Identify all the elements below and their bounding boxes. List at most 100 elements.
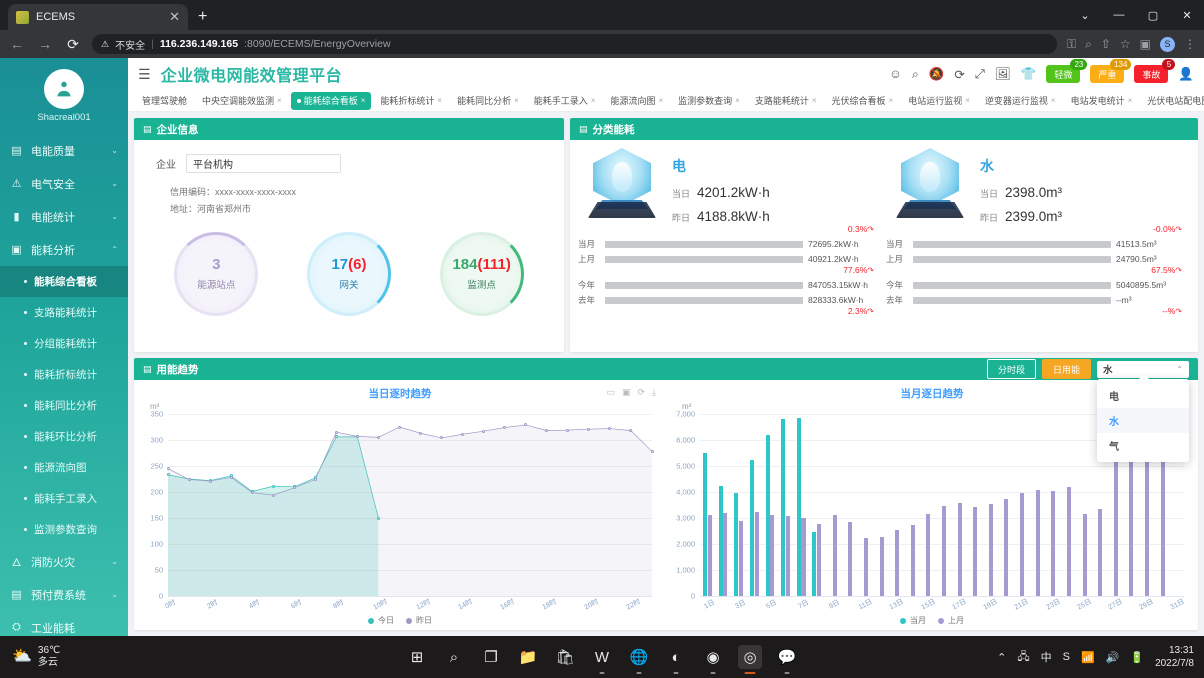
search-icon[interactable]: ⌕ bbox=[911, 66, 919, 81]
dropdown-option-0[interactable]: 电 bbox=[1109, 392, 1119, 403]
chart-tool-0[interactable]: ▭ bbox=[606, 387, 615, 397]
alarm-badge-0[interactable]: 轻微 23 bbox=[1046, 59, 1088, 83]
sidebar-subitem-4[interactable]: 能耗同比分析 bbox=[0, 390, 128, 421]
close-icon[interactable]: × bbox=[1127, 96, 1133, 105]
close-icon[interactable]: × bbox=[965, 96, 970, 105]
stat-circle-1[interactable]: 17(6) 网关 bbox=[306, 232, 391, 317]
chrome-icon[interactable]: ◎ bbox=[738, 645, 762, 669]
nav-tab-13[interactable]: 光伏电站配电图 × bbox=[1141, 92, 1204, 110]
shirt-icon[interactable]: 👕 bbox=[1020, 66, 1037, 81]
wifi-icon[interactable]: 📶 bbox=[1080, 651, 1095, 664]
hardware-icon[interactable]: 🖧 bbox=[1017, 650, 1030, 663]
close-icon[interactable]: × bbox=[360, 96, 366, 105]
forward-icon[interactable]: → bbox=[38, 36, 52, 52]
close-icon[interactable]: × bbox=[1050, 96, 1056, 105]
sidebar-subitem-7[interactable]: 能耗手工录入 bbox=[0, 483, 128, 514]
browser-tab[interactable]: ECEMS ✕ bbox=[8, 4, 188, 30]
hamburger-icon[interactable]: ☰ bbox=[138, 65, 151, 82]
browser-menu-icon[interactable]: ⋮ bbox=[1184, 37, 1196, 51]
legend-item-0[interactable]: 当月 bbox=[900, 615, 926, 626]
nav-tab-0[interactable]: 管理驾驶舱 bbox=[136, 92, 193, 110]
sidebar-item-top-0[interactable]: ▤ 电能质量 ⌄ bbox=[0, 134, 128, 167]
search-icon[interactable]: ⌕ bbox=[449, 648, 459, 666]
nav-tab-10[interactable]: 电站运行监视 × bbox=[902, 92, 976, 110]
star-icon[interactable]: ☆ bbox=[1119, 37, 1131, 51]
nav-tab-5[interactable]: 能耗手工录入 × bbox=[528, 92, 602, 110]
nav-tab-1[interactable]: 中央空调能效监测 × bbox=[196, 92, 288, 110]
sidebar-subitem-0[interactable]: 能耗综合看板 bbox=[0, 266, 128, 297]
mute-bell-icon[interactable]: 🔕 bbox=[928, 66, 945, 81]
nav-tab-8[interactable]: 支路能耗统计 × bbox=[749, 92, 823, 110]
energy-type-dropdown[interactable]: 电水气 bbox=[1097, 374, 1189, 462]
close-icon[interactable]: × bbox=[735, 96, 740, 105]
enterprise-input[interactable] bbox=[186, 154, 341, 173]
close-icon[interactable]: × bbox=[277, 96, 282, 105]
sidebar-item-top-3[interactable]: ▣ 能耗分析 ⌃ bbox=[0, 233, 128, 266]
battery-icon[interactable]: 🔋 bbox=[1130, 651, 1145, 664]
store-icon[interactable]: 🛍 bbox=[555, 649, 575, 666]
close-icon[interactable]: × bbox=[590, 96, 596, 105]
close-icon[interactable]: ✕ bbox=[169, 9, 180, 24]
alarm-badge-1[interactable]: 严重 134 bbox=[1090, 59, 1132, 83]
sidebar-subitem-8[interactable]: 监测参数查询 bbox=[0, 514, 128, 545]
sidebar-subitem-2[interactable]: 分组能耗统计 bbox=[0, 328, 128, 359]
avatar[interactable]: S bbox=[1160, 36, 1175, 52]
legend-item-1[interactable]: 上月 bbox=[938, 615, 964, 626]
stat-circle-2[interactable]: 184(111) 监测点 bbox=[439, 232, 524, 317]
sidebar-item-top-1[interactable]: ⚠ 电气安全 ⌄ bbox=[0, 167, 128, 200]
nav-tab-11[interactable]: 逆变器运行监视 × bbox=[979, 92, 1062, 110]
volume-icon[interactable]: 🔊 bbox=[1105, 651, 1120, 664]
task-view-icon[interactable]: ❐ bbox=[484, 649, 498, 666]
sogou-icon[interactable]: S bbox=[1062, 651, 1070, 663]
extensions-icon[interactable]: ▣ bbox=[1139, 37, 1151, 51]
reload-icon[interactable]: ⟳ bbox=[67, 35, 79, 52]
dropdown-option-1[interactable]: 水 bbox=[1097, 408, 1189, 433]
browser-360-icon[interactable]: 🌐 bbox=[627, 645, 651, 669]
file-explorer-icon[interactable]: 📁 bbox=[518, 649, 538, 666]
energy-type-select[interactable]: 水 ⌃ bbox=[1097, 360, 1189, 378]
sidebar-subitem-5[interactable]: 能耗环比分析 bbox=[0, 421, 128, 452]
key-icon[interactable]: ⚿ bbox=[1066, 36, 1077, 51]
chart-tool-2[interactable]: ⟳ bbox=[637, 387, 646, 397]
period-button[interactable]: 分时段 bbox=[986, 359, 1036, 379]
start-icon[interactable]: ⊞ bbox=[410, 649, 424, 666]
close-icon[interactable]: × bbox=[514, 96, 519, 105]
chevron-down-icon[interactable]: ⌄ bbox=[1080, 9, 1090, 22]
weather-widget[interactable]: ⛅ 36℃ 多云 bbox=[0, 645, 60, 670]
help-icon[interactable]: ☺ bbox=[889, 67, 902, 81]
sidebar-subitem-1[interactable]: 支路能耗统计 bbox=[0, 297, 128, 328]
close-icon[interactable]: × bbox=[658, 96, 664, 105]
refresh-icon[interactable]: ⟳ bbox=[954, 67, 965, 82]
close-icon[interactable]: × bbox=[888, 96, 894, 105]
nav-tab-6[interactable]: 能源流向图 × bbox=[604, 92, 669, 110]
user-icon[interactable]: 👤 bbox=[1178, 66, 1194, 81]
wps-icon[interactable]: W bbox=[590, 645, 614, 669]
new-tab-button[interactable]: + bbox=[198, 8, 208, 25]
sidebar-item-bot-0[interactable]: 🜂 消防火灾 ⌄ bbox=[0, 545, 128, 578]
sidebar-item-bot-1[interactable]: ▤ 预付费系统 ⌄ bbox=[0, 578, 128, 611]
nav-tab-12[interactable]: 电站发电统计 × bbox=[1065, 92, 1139, 110]
url-input[interactable]: ⚠ 不安全 | 116.236.149.165 :8090/ECEMS/Ener… bbox=[92, 34, 1057, 54]
daily-button[interactable]: 日用能 bbox=[1041, 359, 1091, 379]
ime-icon[interactable]: 中 bbox=[1040, 652, 1052, 664]
back-icon[interactable]: ← bbox=[10, 36, 24, 52]
legend-item-1[interactable]: 昨日 bbox=[406, 615, 432, 626]
search-icon[interactable]: ⌕ bbox=[1085, 36, 1092, 51]
clock[interactable]: 13:31 2022/7/8 bbox=[1155, 644, 1194, 670]
edge-icon[interactable]: ◉ bbox=[701, 645, 725, 669]
alarm-badge-2[interactable]: 事故 5 bbox=[1134, 59, 1176, 83]
sidebar-subitem-3[interactable]: 能耗折标统计 bbox=[0, 359, 128, 390]
chart-tool-1[interactable]: ▣ bbox=[621, 387, 631, 397]
stat-circle-0[interactable]: 3 能源站点 bbox=[174, 232, 259, 317]
chevron-up-icon[interactable]: ⌃ bbox=[997, 651, 1007, 664]
legend-item-0[interactable]: 今日 bbox=[368, 615, 394, 626]
quark-icon[interactable]: ◐ bbox=[664, 645, 688, 669]
sidebar-subitem-6[interactable]: 能源流向图 bbox=[0, 452, 128, 483]
close-window-button[interactable]: ✕ bbox=[1182, 9, 1192, 22]
share-icon[interactable]: ⇧ bbox=[1100, 37, 1111, 51]
minimize-button[interactable]: ― bbox=[1113, 9, 1125, 21]
nav-tab-3[interactable]: 能耗折标统计 × bbox=[374, 92, 448, 110]
chart-tool-3[interactable]: ⤓ bbox=[652, 387, 656, 397]
close-icon[interactable]: × bbox=[437, 96, 443, 105]
nav-tab-7[interactable]: 监测参数查询 × bbox=[672, 92, 746, 110]
